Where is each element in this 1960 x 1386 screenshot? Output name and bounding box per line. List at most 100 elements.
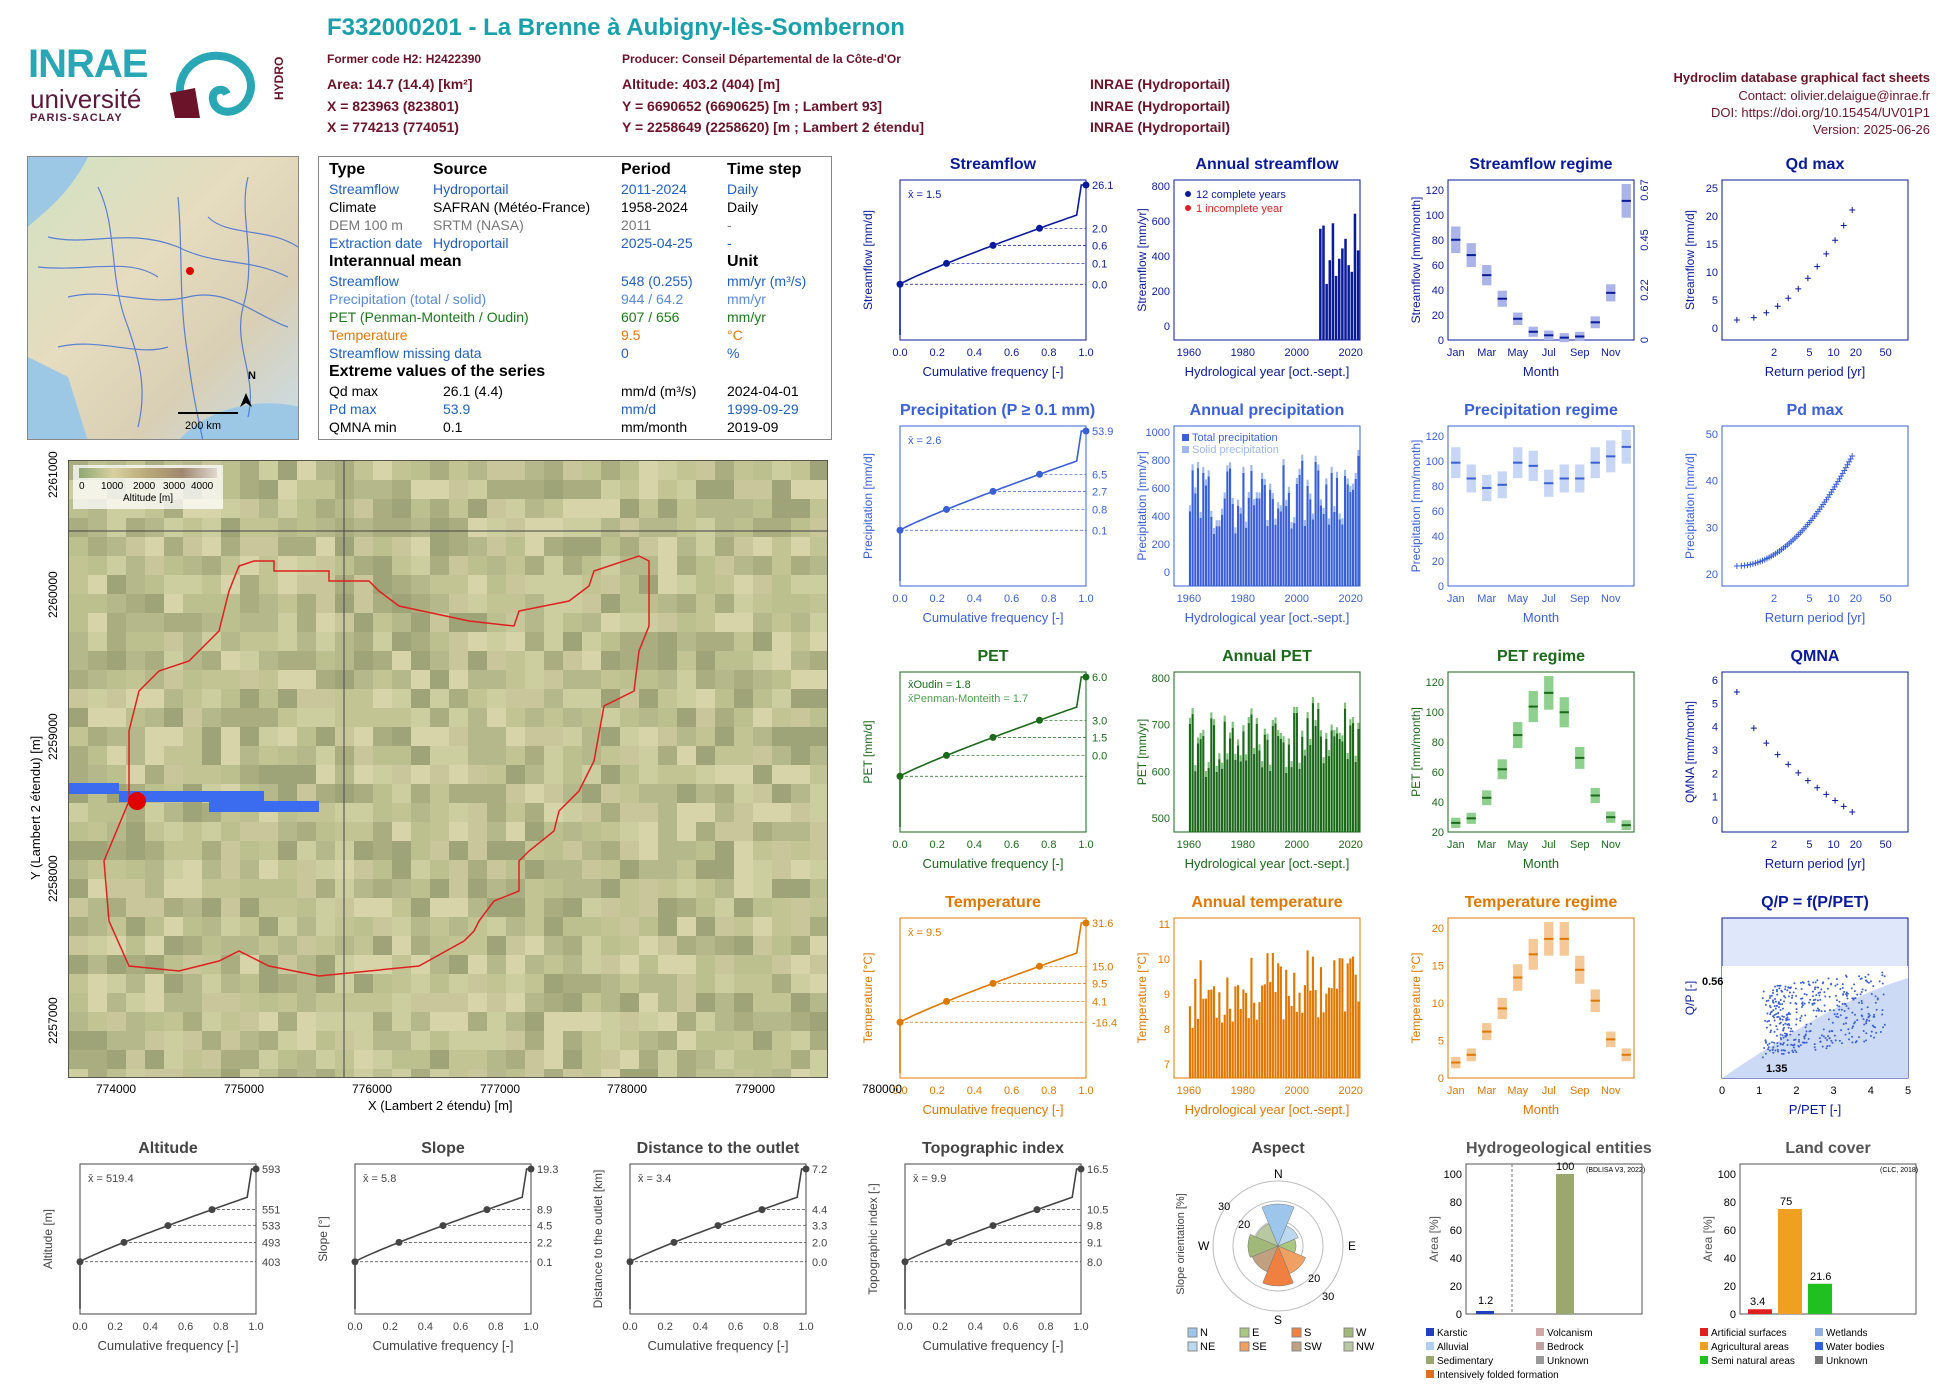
dem-cell [810,651,827,670]
dem-cell [221,499,240,518]
qp-point [1781,990,1784,993]
annual-bar-top [1322,507,1325,514]
tick-label: 10 [1827,593,1839,605]
dem-cell [297,670,316,689]
dem-cell [753,1050,772,1069]
dem-cell [772,461,791,480]
dem-cell [601,746,620,765]
dem-cell [506,575,525,594]
dem-cell [164,1012,183,1031]
dem-cell [487,822,506,841]
qp-point [1794,1002,1797,1005]
dem-cell [734,841,753,860]
qp-point [1853,983,1856,986]
tick-label: 40 [1432,285,1444,297]
dem-cell [506,860,525,879]
dem-cell [411,575,430,594]
dem-cell [658,461,677,480]
dem-cell [772,746,791,765]
dem-cell [601,537,620,556]
qp-point [1777,1012,1780,1015]
y-axis-label: Streamflow [mm/d] [1683,210,1697,310]
annual-bar [1210,989,1213,1078]
qp-point [1841,983,1844,986]
pd-max-title: Pd max [1786,402,1844,419]
altitude: Altitude: 403.2 (404) [m] [622,76,780,92]
qp-point [1795,1018,1798,1021]
qp-point [1876,998,1879,1001]
x-axis-label: Cumulative frequency [-] [373,1338,514,1353]
annual-bar [1242,989,1245,1078]
tick-label: 31.6 [1092,918,1113,930]
dem-cell [221,746,240,765]
dem-cell [563,575,582,594]
dem-cell [525,1012,544,1031]
dem-cell [373,898,392,917]
y-axis-label: QMNA [mm/month] [1683,701,1697,803]
dem-cell [658,556,677,575]
annual-bar-top [1341,735,1344,742]
tick-label: 0.6 [1004,1085,1019,1097]
qp-point [1867,1012,1870,1015]
annual-bar [1298,474,1301,586]
tick-label: Sep [1570,593,1590,605]
qp-point [1804,1026,1807,1029]
step-cell: - [727,217,732,233]
annual-bar [1303,755,1306,832]
dem-cell [316,727,335,746]
qp-point [1792,1046,1795,1049]
qp-point [1786,1044,1789,1047]
dem-cell [145,1012,164,1031]
return-period-point [1763,309,1770,316]
dem-cell [715,613,734,632]
dem-cell [734,898,753,917]
dem-cell [639,1012,658,1031]
qp-point [1787,1012,1790,1015]
dem-cell [563,860,582,879]
qp-point [1785,1017,1788,1020]
legend-total: Total precipitation [1192,432,1278,444]
tick-label: 10 [1827,347,1839,359]
dem-cell [525,955,544,974]
dem-cell [468,936,487,955]
aspect-sector [1247,1234,1279,1258]
annual-bar [1325,283,1328,340]
annual-bar [1237,985,1240,1078]
dem-cell [278,613,297,632]
dem-map: 0 1000 2000 3000 4000 Altitude [m] [68,460,828,1078]
bar-value: 1.2 [1478,1295,1493,1307]
pet-cdf-title: PET [977,648,1009,665]
dem-cell [430,651,449,670]
dem-cell [126,746,145,765]
qp-point [1814,1048,1817,1051]
dem-cell [449,822,468,841]
dem-cell [449,727,468,746]
dem-cell [620,898,639,917]
tick-label: 7.2 [812,1164,827,1176]
mean-label: x̄ = 519.4 [88,1173,134,1185]
outlet-marker [128,792,146,810]
tick-label: Nov [1601,1085,1621,1097]
dem-cell [240,1069,259,1077]
dem-cell [791,727,810,746]
doi-link[interactable]: DOI: https://doi.org/10.15454/UV01P1 [1711,105,1930,120]
tick-label: 0.2 [383,1321,398,1333]
dem-cell [259,974,278,993]
dem-cell [696,746,715,765]
contact[interactable]: Contact: olivier.delaigue@inrae.fr [1738,88,1930,103]
annual-bar [1325,738,1328,832]
dem-cell [487,689,506,708]
dem-cell [449,1069,468,1077]
qp-point [1862,1030,1865,1033]
qp-point [1870,980,1873,983]
dem-cell [354,651,373,670]
hydrogeo-legend-label: Sedimentary [1437,1356,1493,1367]
qp-point [1840,1042,1843,1045]
step-cell: - [727,235,732,251]
dem-cell [240,689,259,708]
dem-cell [753,879,772,898]
dem-cell [88,822,107,841]
qp-point [1797,1044,1800,1047]
dem-cell [601,575,620,594]
dem-cell [810,860,827,879]
